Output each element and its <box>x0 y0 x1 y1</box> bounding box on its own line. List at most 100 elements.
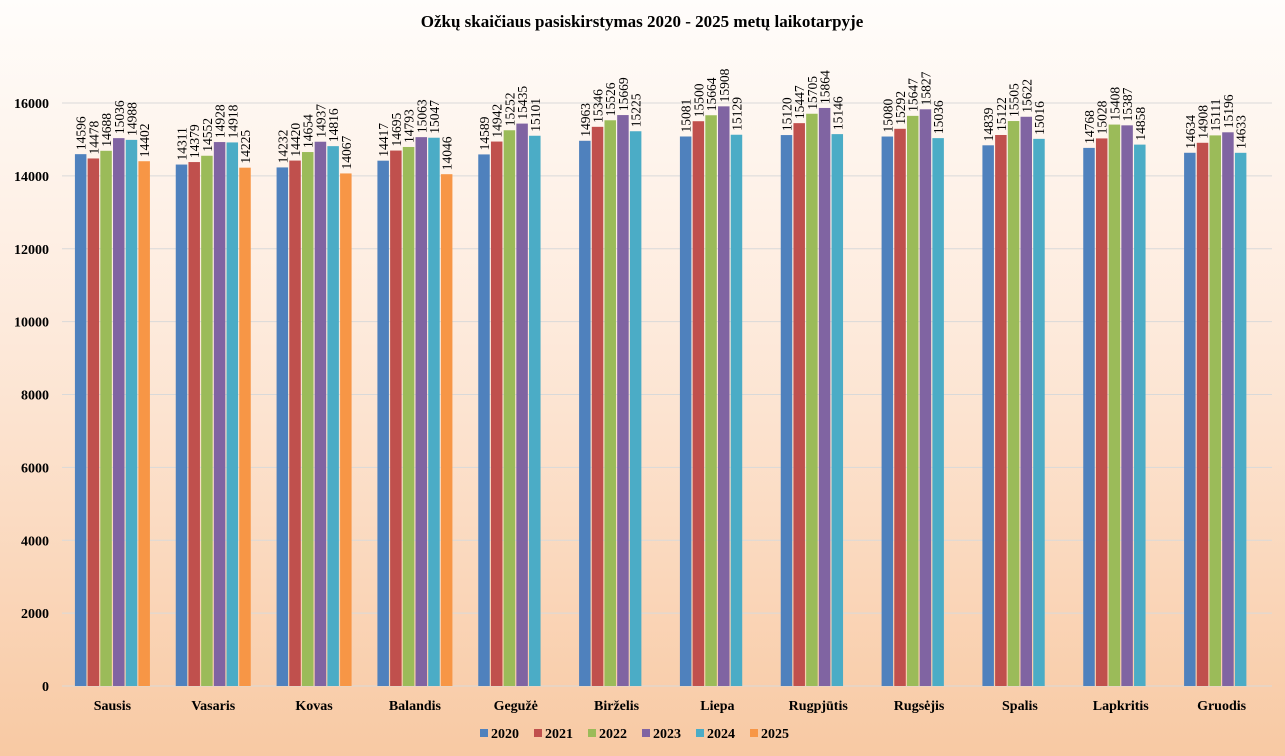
data-label: 15647 <box>906 78 921 112</box>
data-label: 14478 <box>86 120 101 154</box>
bar-2020-rugsėjis <box>881 136 894 686</box>
data-label: 15252 <box>502 93 517 127</box>
bar-2020-rugpjūtis <box>780 135 793 686</box>
data-label: 14589 <box>477 116 492 150</box>
category-label: Rugsėjis <box>894 699 945 714</box>
y-tick-label: 16000 <box>14 97 49 112</box>
category-label: Gegužė <box>494 699 538 714</box>
data-label: 15047 <box>427 100 442 134</box>
bars-layer <box>74 106 1247 687</box>
legend-label: 2021 <box>545 727 573 742</box>
bar-2020-gegužė <box>478 154 490 686</box>
data-label: 14420 <box>288 123 303 157</box>
category-label: Liepa <box>700 699 734 714</box>
bar-2023-lapkritis <box>1121 125 1133 687</box>
chart-title: Ožkų skaičiaus pasiskirstymas 2020 - 202… <box>421 12 864 31</box>
data-label: 15122 <box>994 97 1009 131</box>
bar-2023-kovas <box>314 141 327 687</box>
legend-swatch <box>750 729 758 737</box>
data-label: 14379 <box>187 124 202 158</box>
data-label: 14695 <box>389 113 404 147</box>
bar-2025-sausis <box>138 161 150 687</box>
y-tick-label: 6000 <box>21 461 49 476</box>
bar-2022-vasaris <box>201 155 213 687</box>
bar-2023-rugsėjis <box>919 109 932 686</box>
data-label: 14768 <box>1082 110 1097 144</box>
data-label: 14928 <box>213 104 228 138</box>
data-label: 15447 <box>792 85 807 119</box>
bar-2021-vasaris <box>188 162 200 686</box>
bar-2022-rugsėjis <box>906 115 919 687</box>
data-label: 14402 <box>137 123 152 157</box>
bar-2024-gegužė <box>529 135 541 686</box>
bar-2022-lapkritis <box>1108 124 1121 687</box>
bar-2024-liepa <box>730 134 743 686</box>
bar-2021-rugsėjis <box>894 128 906 687</box>
bar-2022-birželis <box>604 120 616 687</box>
legend-swatch <box>588 729 596 737</box>
data-label: 14793 <box>402 109 417 143</box>
data-label: 15036 <box>931 100 946 134</box>
bar-2020-gruodis <box>1184 152 1196 686</box>
data-label: 14634 <box>1183 115 1198 149</box>
data-label: 15500 <box>691 83 706 117</box>
data-label: 15292 <box>893 91 908 125</box>
data-label: 15827 <box>918 71 933 105</box>
data-label: 14988 <box>124 102 139 136</box>
category-label: Sausis <box>94 699 132 714</box>
data-label: 14552 <box>200 118 215 152</box>
bar-2020-spalis <box>982 145 994 686</box>
bar-2023-spalis <box>1020 116 1033 686</box>
category-label: Vasaris <box>191 699 235 714</box>
bar-2024-lapkritis <box>1134 144 1146 686</box>
data-label: 15063 <box>414 99 429 133</box>
bar-2023-liepa <box>718 106 730 687</box>
y-tick-label: 10000 <box>14 316 49 331</box>
data-label: 14232 <box>275 130 290 164</box>
bar-2021-balandis <box>390 150 402 687</box>
data-label: 14654 <box>301 114 316 148</box>
bar-2020-liepa <box>679 136 692 686</box>
bar-2020-balandis <box>377 160 389 687</box>
category-label: Lapkritis <box>1093 699 1150 714</box>
bar-2021-spalis <box>995 134 1007 686</box>
data-label: 15196 <box>1221 94 1236 128</box>
data-label: 14311 <box>175 127 190 160</box>
data-label: 15908 <box>717 68 732 102</box>
bar-2021-rugpjūtis <box>793 123 805 686</box>
bar-2024-birželis <box>629 131 642 686</box>
data-label: 14839 <box>981 107 996 141</box>
category-label: Kovas <box>295 699 333 714</box>
bar-2024-balandis <box>428 137 440 686</box>
bar-2024-spalis <box>1033 138 1045 687</box>
data-label: 15526 <box>603 82 618 116</box>
y-tick-label: 2000 <box>21 607 49 622</box>
data-label: 15111 <box>1208 99 1223 132</box>
data-label: 14067 <box>339 135 354 169</box>
legend-label: 2025 <box>761 727 789 742</box>
bar-2024-gruodis <box>1234 152 1247 686</box>
data-label: 14858 <box>1133 107 1148 141</box>
data-label: 14596 <box>74 116 89 150</box>
data-label: 15146 <box>830 96 845 130</box>
data-label: 15408 <box>1107 87 1122 121</box>
bar-2025-kovas <box>340 173 352 686</box>
data-label: 15081 <box>679 99 694 133</box>
bar-2024-vasaris <box>226 142 239 687</box>
bar-2020-vasaris <box>175 164 188 686</box>
data-label: 14963 <box>578 103 593 137</box>
bar-2022-spalis <box>1007 121 1020 686</box>
data-label: 14942 <box>490 104 505 138</box>
bar-2021-liepa <box>692 121 705 686</box>
bar-2021-birželis <box>591 126 604 686</box>
bar-2023-sausis <box>113 138 125 687</box>
bar-2023-rugpjūtis <box>818 107 831 686</box>
bar-2025-balandis <box>440 174 453 687</box>
data-label: 15129 <box>729 97 744 131</box>
data-label: 15622 <box>1019 79 1034 113</box>
data-label: 14688 <box>99 113 114 147</box>
data-label: 14225 <box>238 130 253 164</box>
